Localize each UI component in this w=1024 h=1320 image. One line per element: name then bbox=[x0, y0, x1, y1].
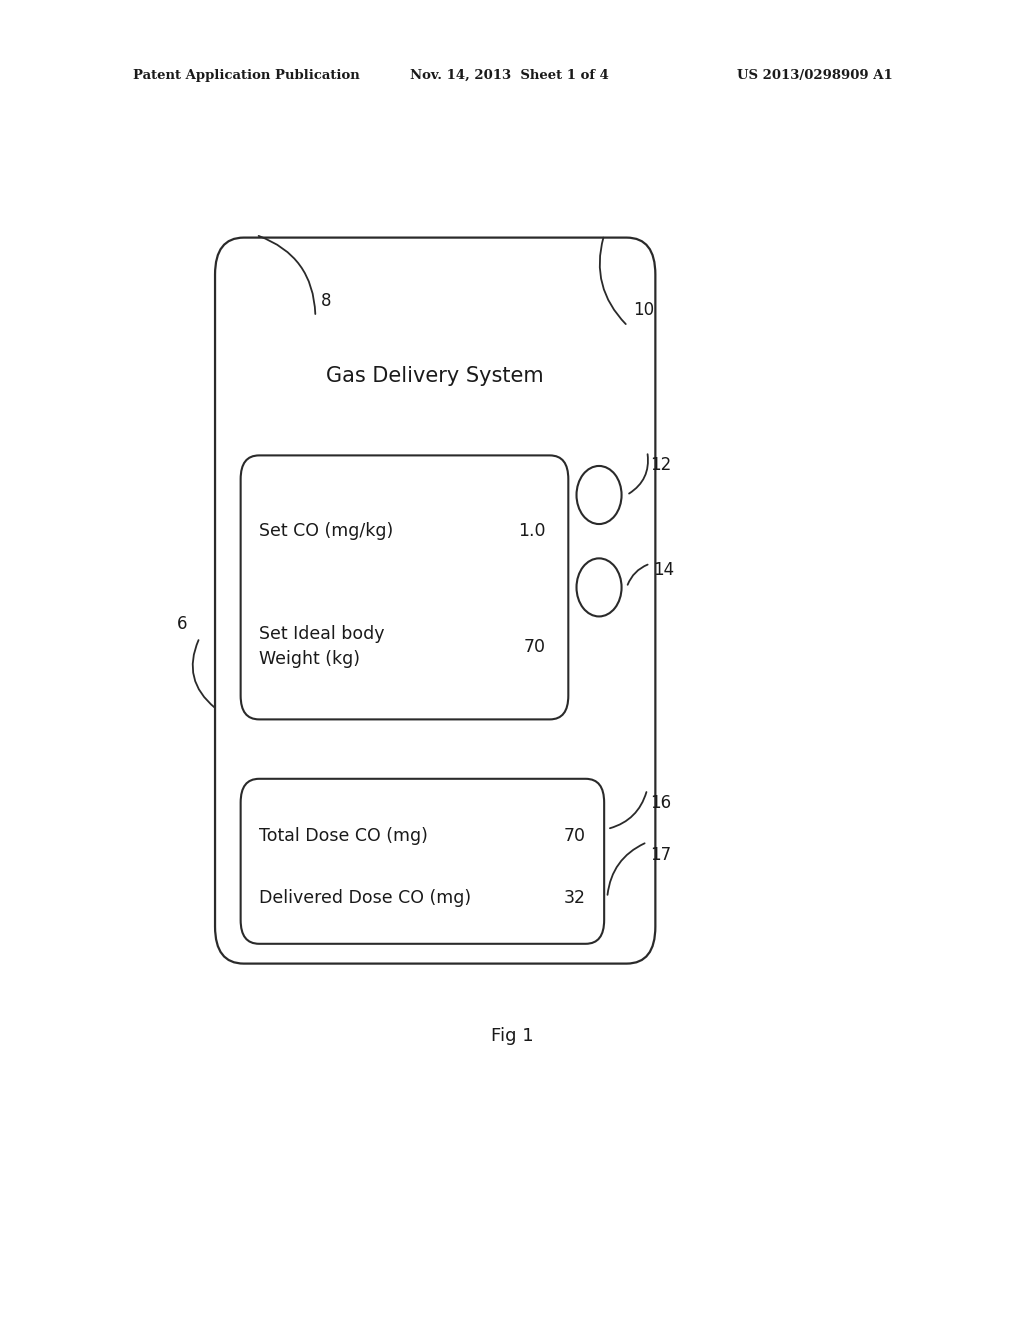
Text: US 2013/0298909 A1: US 2013/0298909 A1 bbox=[737, 69, 893, 82]
Text: 1.0: 1.0 bbox=[518, 521, 546, 540]
Text: 17: 17 bbox=[650, 846, 672, 865]
Text: Fig 1: Fig 1 bbox=[490, 1027, 534, 1045]
Text: 70: 70 bbox=[524, 638, 546, 656]
Text: 8: 8 bbox=[321, 292, 331, 310]
FancyBboxPatch shape bbox=[241, 779, 604, 944]
Text: 12: 12 bbox=[650, 455, 672, 474]
Text: 70: 70 bbox=[564, 826, 586, 845]
Text: 6: 6 bbox=[177, 615, 187, 634]
Text: Nov. 14, 2013  Sheet 1 of 4: Nov. 14, 2013 Sheet 1 of 4 bbox=[410, 69, 608, 82]
Circle shape bbox=[577, 466, 622, 524]
Text: Gas Delivery System: Gas Delivery System bbox=[327, 366, 544, 387]
Text: Set CO (mg/kg): Set CO (mg/kg) bbox=[259, 521, 393, 540]
Text: Set Ideal body
Weight (kg): Set Ideal body Weight (kg) bbox=[259, 626, 385, 668]
Circle shape bbox=[577, 558, 622, 616]
Text: 10: 10 bbox=[633, 301, 654, 319]
Text: 32: 32 bbox=[564, 888, 586, 907]
Text: 16: 16 bbox=[650, 793, 672, 812]
Text: Delivered Dose CO (mg): Delivered Dose CO (mg) bbox=[259, 888, 471, 907]
Text: Patent Application Publication: Patent Application Publication bbox=[133, 69, 359, 82]
FancyBboxPatch shape bbox=[241, 455, 568, 719]
FancyBboxPatch shape bbox=[215, 238, 655, 964]
Text: Total Dose CO (mg): Total Dose CO (mg) bbox=[259, 826, 428, 845]
Text: 14: 14 bbox=[653, 561, 675, 579]
